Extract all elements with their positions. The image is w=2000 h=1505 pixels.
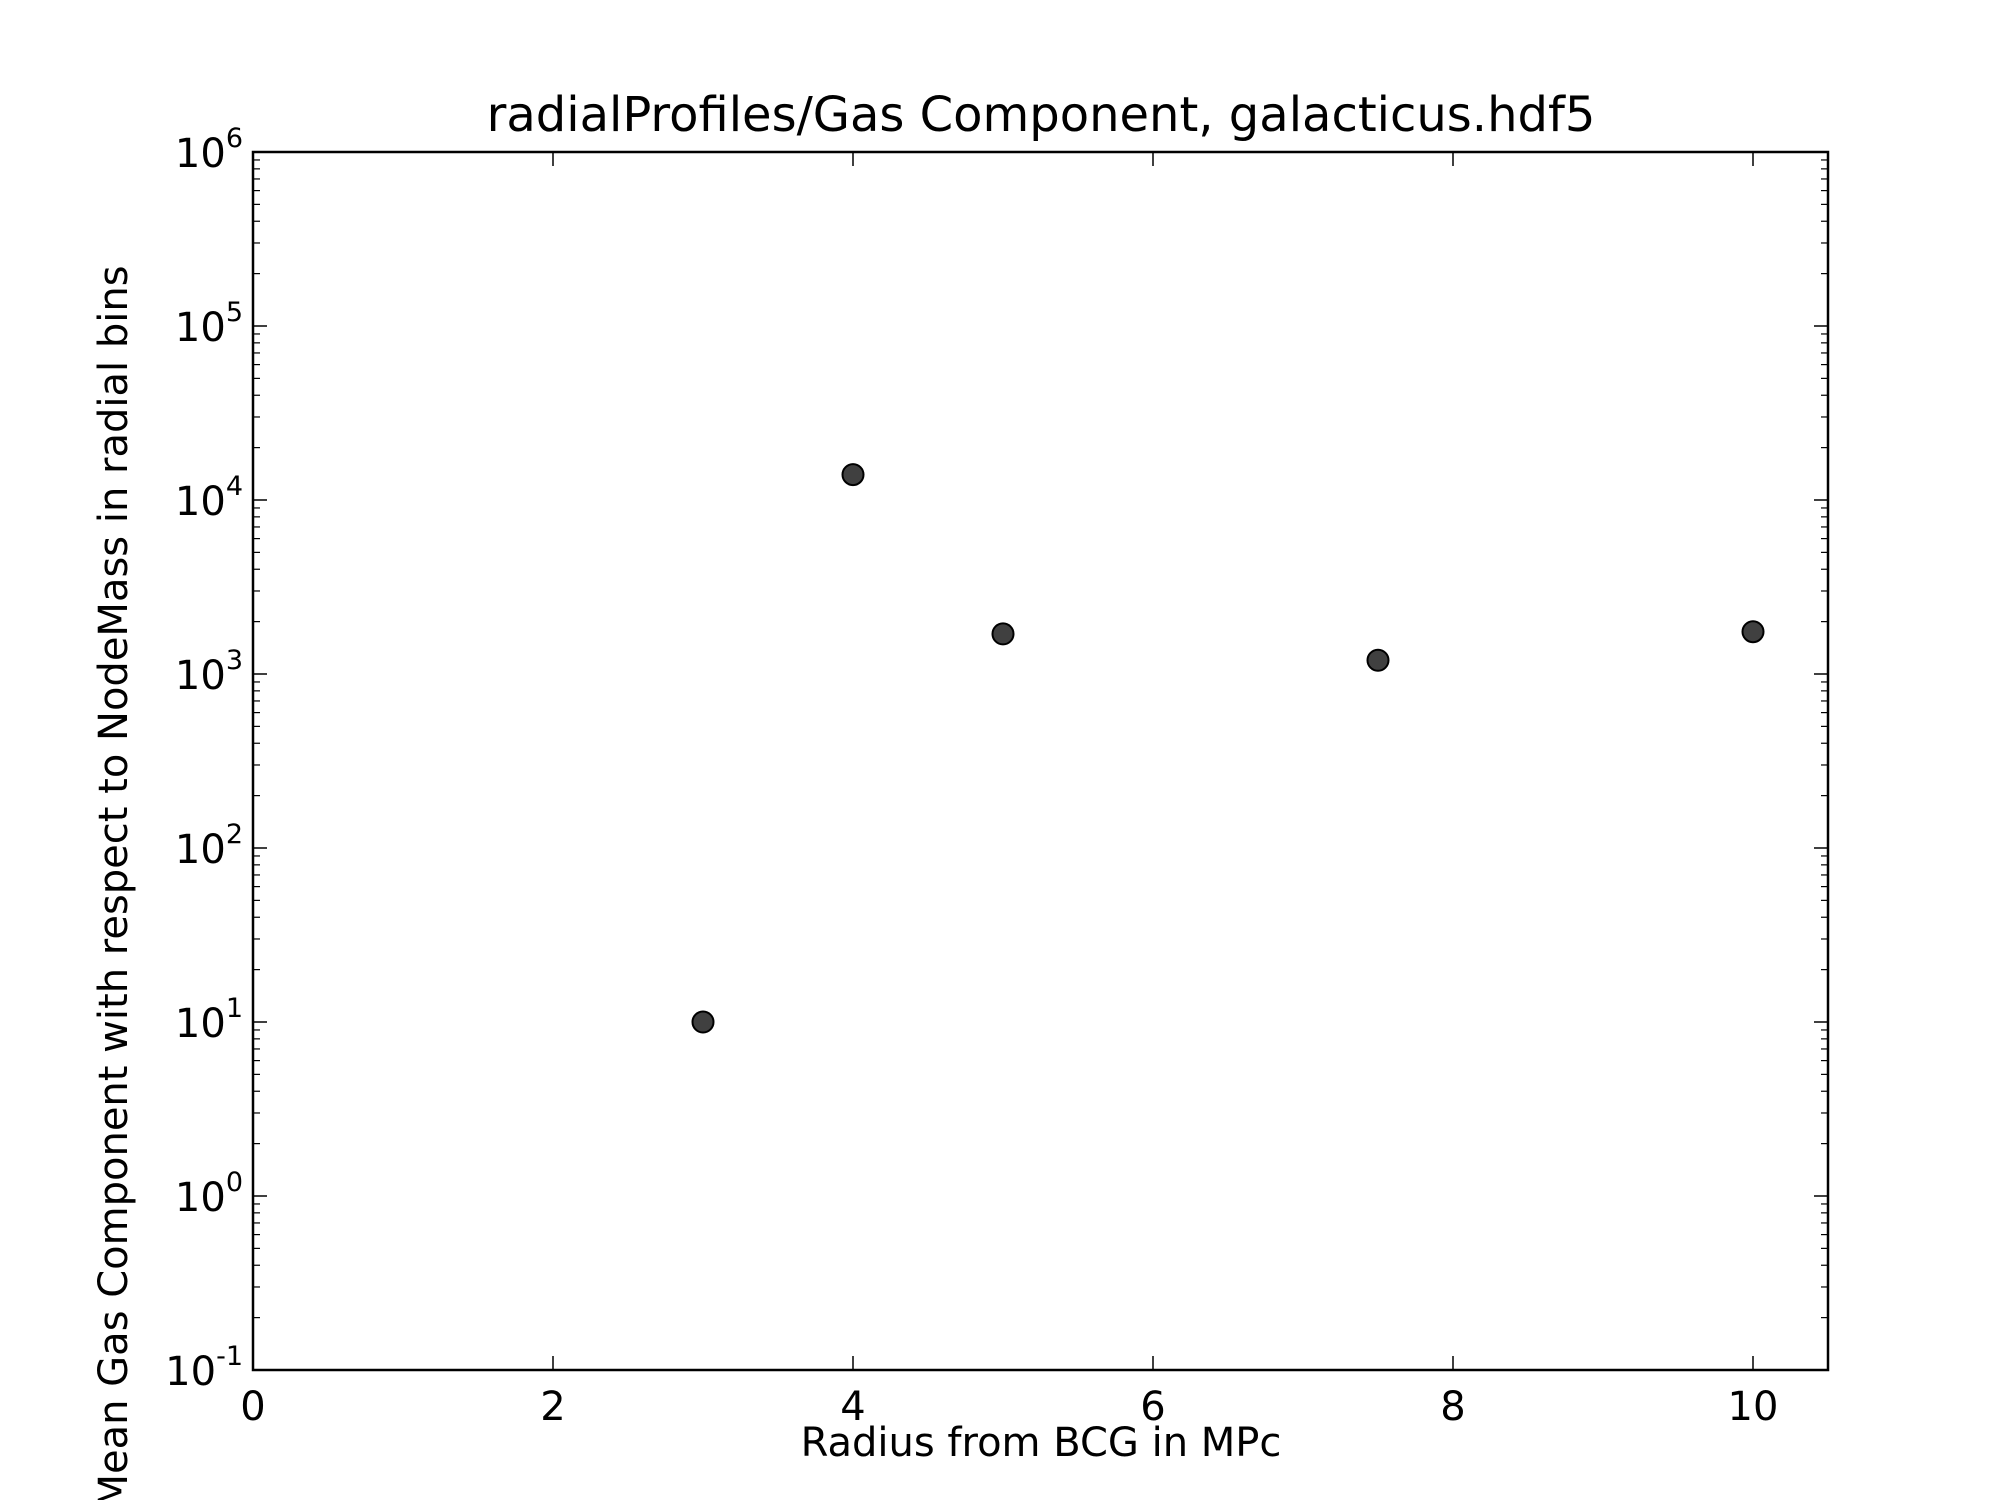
y-tick-label: 104 [175, 471, 243, 525]
plot-frame [251, 150, 1830, 1372]
plot-area: 0 2 4 6 8 10 10-1 100 101 102 103 104 105 106 [165, 123, 1830, 1430]
y-tick-label: 101 [175, 993, 243, 1047]
y-tick-label: 100 [175, 1167, 243, 1221]
x-tick-label: 2 [540, 1384, 565, 1430]
y-tick-label: 102 [175, 819, 243, 873]
data-point [991, 622, 1015, 646]
y-tick-label: 10-1 [165, 1341, 243, 1395]
y-axis-label: Mean Gas Component with respect to NodeM… [91, 265, 137, 1500]
y-tick-label: 105 [175, 297, 243, 351]
data-point [1741, 620, 1765, 644]
chart-title: radialProfiles/Gas Component, galacticus… [487, 87, 1596, 143]
x-axis-label: Radius from BCG in MPc [801, 1420, 1282, 1466]
x-tick-label: 6 [1140, 1384, 1165, 1430]
data-point [1366, 648, 1390, 672]
data-point [691, 1010, 715, 1034]
x-tick-label: 4 [840, 1384, 865, 1430]
x-tick-label: 10 [1728, 1384, 1779, 1430]
x-tick-label: 0 [240, 1384, 265, 1430]
x-tick-label: 8 [1440, 1384, 1465, 1430]
data-point [841, 463, 865, 487]
y-tick-label: 106 [175, 123, 243, 177]
y-tick-label: 103 [175, 645, 243, 699]
